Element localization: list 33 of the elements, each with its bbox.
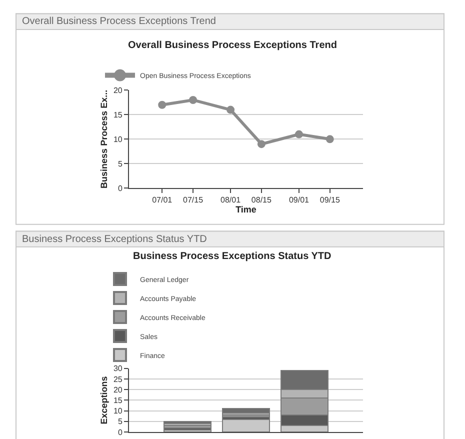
- y-tick-label: 20: [113, 86, 123, 95]
- point: [326, 135, 334, 144]
- bar: [164, 420, 212, 424]
- x-axis-title: Time: [236, 204, 256, 215]
- y-tick-label: 5: [118, 159, 123, 168]
- x-tick-label: 09/15: [320, 196, 340, 205]
- x-tick-label: 07/01: [152, 196, 173, 205]
- y-tick-label: 0: [118, 428, 123, 437]
- chart-title: Business Process Exceptions Status YTD: [133, 251, 332, 262]
- point: [158, 100, 166, 109]
- x-tick-label: 07/15: [183, 196, 204, 205]
- chart-title: Overall Business Process Exceptions Trend: [128, 40, 337, 51]
- y-tick-label: 10: [113, 406, 123, 416]
- y-tick-label: 0: [118, 184, 123, 193]
- y-tick-label: 25: [113, 374, 123, 384]
- bar: [222, 408, 270, 414]
- y-axis-title: Exceptions: [98, 376, 109, 424]
- y-tick-label: 15: [113, 396, 123, 406]
- point: [294, 130, 303, 138]
- y-tick-label: 15: [113, 110, 123, 120]
- text: Business Process Exceptions Status YTD: [22, 234, 207, 245]
- y-axis-title: Business Process Ex...: [98, 90, 109, 188]
- point: [226, 106, 235, 114]
- point: [189, 96, 198, 104]
- y-tick-label: 10: [113, 134, 123, 144]
- x-tick-label: 08/01: [220, 196, 242, 205]
- text: Overall Business Process Exceptions Trend: [22, 16, 216, 27]
- point: [257, 140, 266, 148]
- x-tick-label: 09/01: [288, 196, 310, 205]
- y-tick-label: 30: [113, 364, 123, 374]
- y-tick-label: 20: [113, 385, 123, 394]
- y-tick-label: 5: [118, 417, 123, 426]
- x-tick-label: 08/15: [251, 196, 272, 205]
